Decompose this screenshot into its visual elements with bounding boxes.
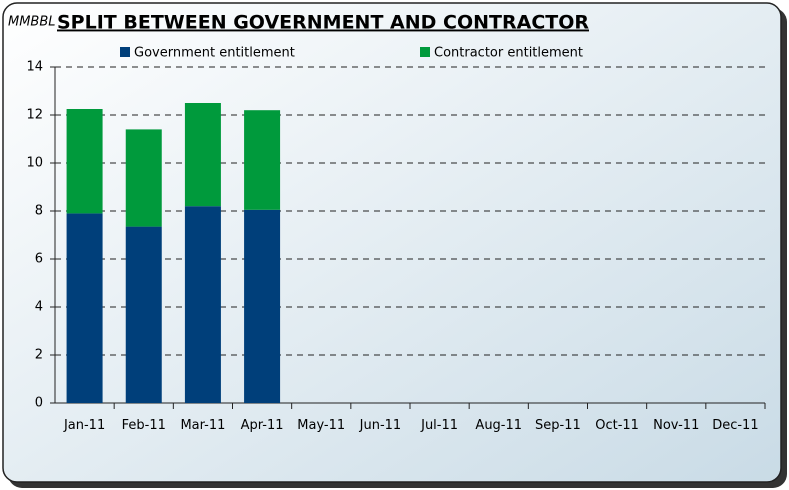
frame: [2, 2, 782, 483]
y-tick-label: 6: [35, 252, 43, 267]
bar: [66, 109, 103, 214]
x-tick-label: Apr-11: [240, 418, 284, 433]
x-tick-label: Nov-11: [653, 418, 700, 433]
legend-label: Contractor entitlement: [434, 46, 583, 61]
x-tick-label: Oct-11: [595, 418, 639, 433]
x-tick-label: Sep-11: [535, 418, 581, 433]
x-tick-label: Jul-11: [421, 418, 459, 433]
legend-swatch: [420, 47, 430, 57]
x-tick-label: Dec-11: [712, 418, 759, 433]
x-tick-label: Feb-11: [121, 418, 166, 433]
x-tick-label: May-11: [297, 418, 346, 433]
y-tick-label: 14: [26, 60, 43, 75]
x-tick-label: Mar-11: [180, 418, 226, 433]
y-axis-label: MMBBL: [8, 15, 56, 30]
bar: [66, 213, 103, 403]
bar: [184, 103, 221, 207]
y-tick-label: 0: [35, 396, 43, 411]
x-tick-label: Jan-11: [63, 418, 106, 433]
bar: [125, 226, 162, 403]
x-tick-label: Aug-11: [475, 418, 523, 433]
x-tick-label: Jun-11: [359, 418, 402, 433]
bar: [184, 206, 221, 403]
y-tick-label: 2: [35, 348, 43, 363]
legend-swatch: [120, 47, 130, 57]
y-tick-label: 4: [35, 300, 43, 315]
bar: [244, 209, 281, 403]
y-tick-label: 8: [35, 204, 43, 219]
chart-title: SPLIT BETWEEN GOVERNMENT AND CONTRACTOR: [57, 12, 589, 34]
legend-label: Government entitlement: [134, 46, 295, 61]
y-tick-label: 10: [26, 156, 43, 171]
y-tick-label: 12: [26, 108, 43, 123]
bar: [125, 129, 162, 227]
bar: [244, 110, 281, 210]
